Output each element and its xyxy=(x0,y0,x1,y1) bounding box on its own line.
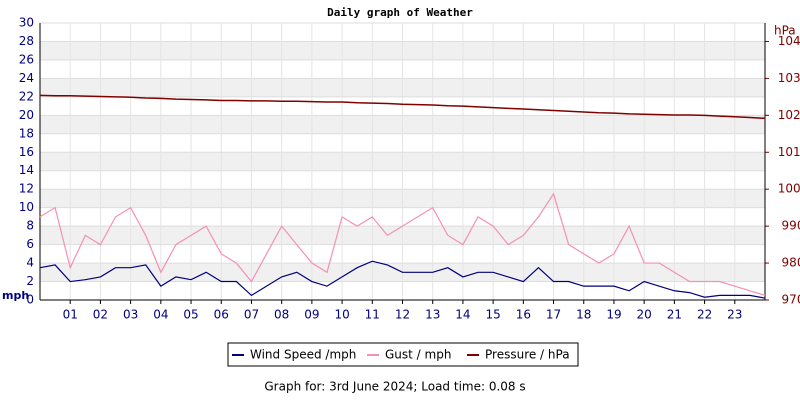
x-tick-label: 03 xyxy=(123,308,138,322)
x-tick-label: 06 xyxy=(214,308,229,322)
x-tick-label: 02 xyxy=(93,308,108,322)
y2-tick-label: 1030 xyxy=(778,71,800,85)
y2-tick-label: 970 xyxy=(782,293,800,307)
x-tick-label: 14 xyxy=(455,308,470,322)
series-line xyxy=(39,94,766,120)
y-tick-label: 26 xyxy=(19,52,34,66)
x-tick-label: 08 xyxy=(274,308,289,322)
x-tick-label: 05 xyxy=(183,308,198,322)
y-tick-label: 12 xyxy=(19,182,34,196)
y2-axis-label: hPa xyxy=(774,24,796,38)
x-tick-label: 09 xyxy=(304,308,319,322)
x-tick-label: 01 xyxy=(63,308,78,322)
y-tick-label: 4 xyxy=(26,256,34,270)
legend-label: Wind Speed /mph xyxy=(250,348,356,362)
x-tick-label: 15 xyxy=(485,308,500,322)
x-tick-label: 07 xyxy=(244,308,259,322)
series-line xyxy=(39,192,766,296)
x-tick-label: 16 xyxy=(516,308,531,322)
y-tick-label: 8 xyxy=(26,219,34,233)
x-tick-label: 04 xyxy=(153,308,168,322)
y-tick-label: 16 xyxy=(19,145,34,159)
y-tick-label: 10 xyxy=(19,200,34,214)
x-tick-label: 11 xyxy=(365,308,380,322)
x-tick-label: 20 xyxy=(637,308,652,322)
y-tick-label: 30 xyxy=(19,16,34,30)
y2-tick-label: 1010 xyxy=(778,145,800,159)
y-tick-label: 6 xyxy=(26,237,34,251)
x-tick-label: 19 xyxy=(606,308,621,322)
y-tick-label: 0 xyxy=(26,293,34,307)
x-tick-label: 18 xyxy=(576,308,591,322)
y-tick-label: 18 xyxy=(19,126,34,140)
y-tick-label: 24 xyxy=(19,71,34,85)
y2-tick-label: 980 xyxy=(782,256,800,270)
series-line xyxy=(39,260,766,299)
x-tick-label: 10 xyxy=(334,308,349,322)
y-axis-label: mph xyxy=(2,289,29,302)
legend-label: Gust / mph xyxy=(385,348,451,362)
chart-title: Daily graph of Weather xyxy=(327,6,473,19)
footer: Graph for: 3rd June 2024; Load time: 0.0… xyxy=(264,380,525,394)
y-tick-label: 22 xyxy=(19,89,34,103)
y-tick-label: 28 xyxy=(19,34,34,48)
y-tick-label: 14 xyxy=(19,163,34,177)
y2-tick-label: 990 xyxy=(782,219,800,233)
x-tick-label: 21 xyxy=(667,308,682,322)
y-tick-label: 20 xyxy=(19,108,34,122)
x-tick-label: 12 xyxy=(395,308,410,322)
x-tick-label: 13 xyxy=(425,308,440,322)
legend-label: Pressure / hPa xyxy=(485,348,570,362)
y-tick-label: 2 xyxy=(26,274,34,288)
x-tick-label: 23 xyxy=(727,308,742,322)
legend-box xyxy=(227,342,579,367)
x-tick-label: 17 xyxy=(546,308,561,322)
y2-tick-label: 1000 xyxy=(778,182,800,196)
x-tick-label: 22 xyxy=(697,308,712,322)
